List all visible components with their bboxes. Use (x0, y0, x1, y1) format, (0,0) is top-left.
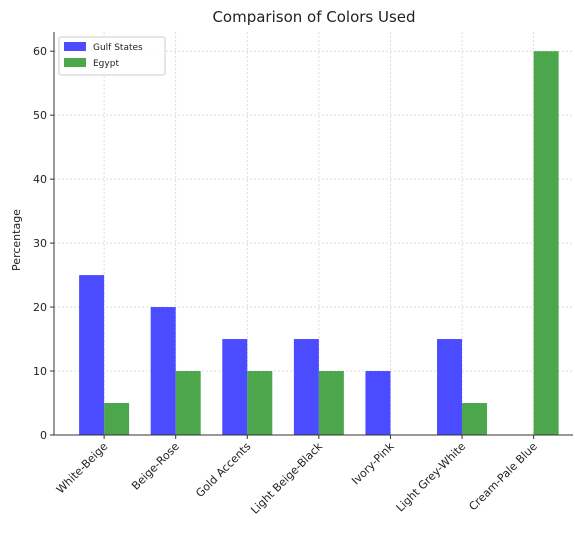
y-tick-label: 20 (33, 301, 47, 314)
bar-egypt (462, 403, 488, 435)
bar-gulf-states (222, 339, 248, 435)
bar-gulf-states (437, 339, 463, 435)
x-tick-label: Cream-Pale Blue (466, 440, 539, 513)
legend-label: Egypt (93, 59, 119, 69)
x-tick-label: Beige-Rose (129, 440, 182, 493)
legend: Gulf States Egypt (58, 36, 166, 76)
legend-label: Gulf States (93, 43, 143, 53)
x-tick-label: White-Beige (54, 440, 111, 497)
x-tick-label: Gold Accents (193, 440, 253, 500)
bar-egypt (318, 371, 344, 435)
y-tick-label: 40 (33, 173, 47, 186)
bar-gulf-states (150, 307, 176, 435)
x-tick-label: Light Grey-White (394, 440, 469, 515)
chart-title: Comparison of Colors Used (212, 8, 415, 26)
y-ticks: 0 10 20 30 40 50 60 (33, 45, 54, 442)
axes (53, 32, 573, 436)
y-tick-label: 0 (40, 429, 47, 442)
y-axis-label: Percentage (10, 209, 23, 271)
bar-egypt (247, 371, 273, 435)
bar-gulf-states (79, 275, 105, 435)
y-tick-label: 30 (33, 237, 47, 250)
bars (79, 51, 559, 435)
bar-egypt (104, 403, 130, 435)
x-tick-label: Ivory-Pink (349, 439, 397, 487)
legend-swatch (64, 42, 86, 51)
bar-gulf-states (365, 371, 391, 435)
bar-gulf-states (293, 339, 319, 435)
legend-swatch (64, 58, 86, 67)
x-tick-label: Light Beige-Black (248, 439, 325, 516)
bar-egypt (533, 51, 559, 435)
y-tick-label: 60 (33, 45, 47, 58)
y-tick-label: 10 (33, 365, 47, 378)
y-tick-label: 50 (33, 109, 47, 122)
bar-egypt (175, 371, 201, 435)
